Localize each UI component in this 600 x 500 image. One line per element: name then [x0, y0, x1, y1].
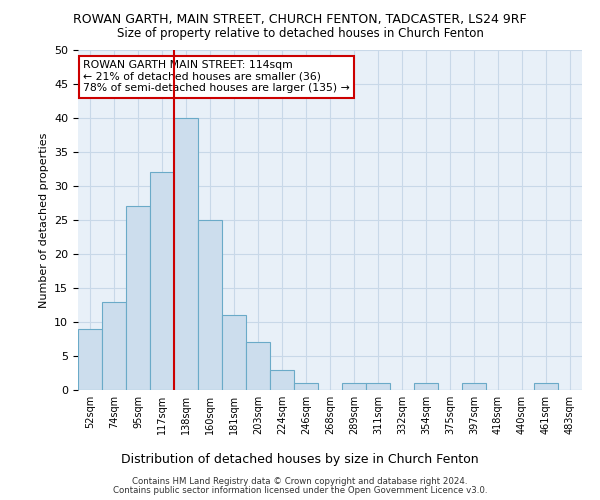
Text: ROWAN GARTH, MAIN STREET, CHURCH FENTON, TADCASTER, LS24 9RF: ROWAN GARTH, MAIN STREET, CHURCH FENTON,…	[73, 12, 527, 26]
Bar	[270, 370, 294, 390]
Bar	[462, 383, 486, 390]
Bar	[246, 342, 270, 390]
Bar	[414, 383, 438, 390]
Bar	[342, 383, 366, 390]
Bar	[198, 220, 222, 390]
Bar	[174, 118, 198, 390]
Text: ROWAN GARTH MAIN STREET: 114sqm
← 21% of detached houses are smaller (36)
78% of: ROWAN GARTH MAIN STREET: 114sqm ← 21% of…	[83, 60, 350, 94]
Text: Contains public sector information licensed under the Open Government Licence v3: Contains public sector information licen…	[113, 486, 487, 495]
Bar	[366, 383, 390, 390]
Bar	[102, 302, 126, 390]
Text: Size of property relative to detached houses in Church Fenton: Size of property relative to detached ho…	[116, 28, 484, 40]
Bar	[126, 206, 150, 390]
Text: Contains HM Land Registry data © Crown copyright and database right 2024.: Contains HM Land Registry data © Crown c…	[132, 477, 468, 486]
Bar	[150, 172, 174, 390]
Bar	[294, 383, 318, 390]
Bar	[222, 315, 246, 390]
Bar	[534, 383, 558, 390]
Bar	[78, 329, 102, 390]
Text: Distribution of detached houses by size in Church Fenton: Distribution of detached houses by size …	[121, 454, 479, 466]
Y-axis label: Number of detached properties: Number of detached properties	[38, 132, 49, 308]
